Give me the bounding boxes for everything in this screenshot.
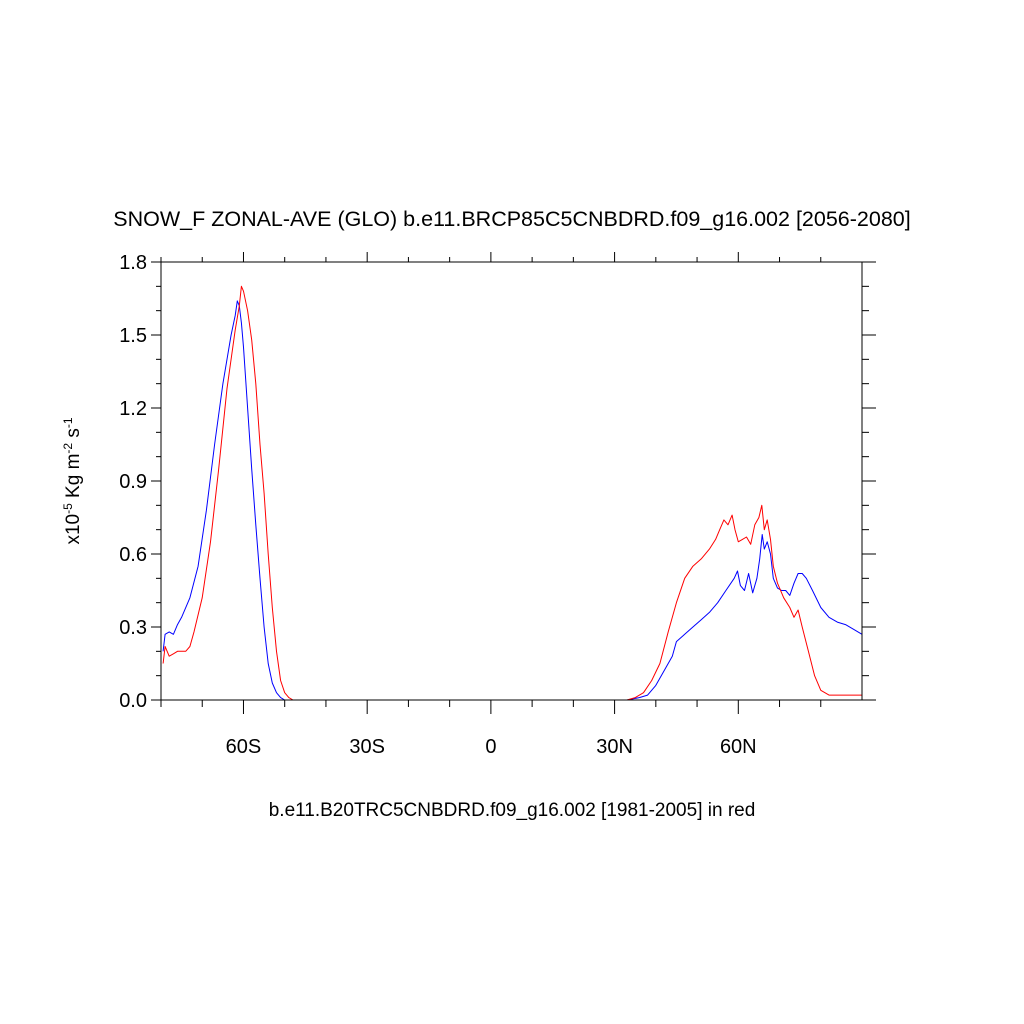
y-tick-label: 1.2	[119, 398, 147, 420]
y-label-exp2: -2	[61, 443, 75, 454]
plot-area	[151, 252, 876, 714]
y-label-base: x10	[63, 514, 84, 545]
x-tick-label: 60S	[226, 736, 262, 758]
plot-frame	[160, 261, 863, 701]
y-tick-label: 0.6	[119, 544, 147, 566]
y-tick-label: 1.8	[119, 252, 147, 274]
y-tick-label: 0.9	[119, 471, 147, 493]
x-tick-label: 30S	[349, 736, 385, 758]
y-label-exp3: -1	[61, 417, 75, 428]
y-tick-label: 0.0	[119, 690, 147, 712]
chart-title: SNOW_F ZONAL-AVE (GLO) b.e11.BRCP85C5CNB…	[113, 207, 910, 231]
x-tick-label: 0	[485, 736, 496, 758]
axis-ticks	[151, 252, 876, 714]
x-tick-labels: 60S 30S 0 30N 60N	[226, 736, 757, 758]
y-tick-labels: 0.0 0.3 0.6 0.9 1.2 1.5 1.8	[119, 252, 147, 712]
series-group	[162, 285, 863, 701]
y-tick-label: 0.3	[119, 617, 147, 639]
y-axis-label: x10-5 Kg m-2 s-1	[61, 417, 84, 544]
y-tick-label: 1.5	[119, 325, 147, 347]
x-tick-label: 60N	[720, 736, 757, 758]
x-tick-label: 30N	[596, 736, 633, 758]
series-line-1	[162, 300, 863, 701]
series-line-2	[162, 285, 862, 701]
y-label-exp1: -5	[61, 503, 75, 514]
chart-subtitle: b.e11.B20TRC5CNBDRD.f09_g16.002 [1981-20…	[269, 800, 756, 821]
y-label-mid1: Kg m	[63, 454, 84, 504]
y-label-mid2: s	[63, 428, 84, 443]
